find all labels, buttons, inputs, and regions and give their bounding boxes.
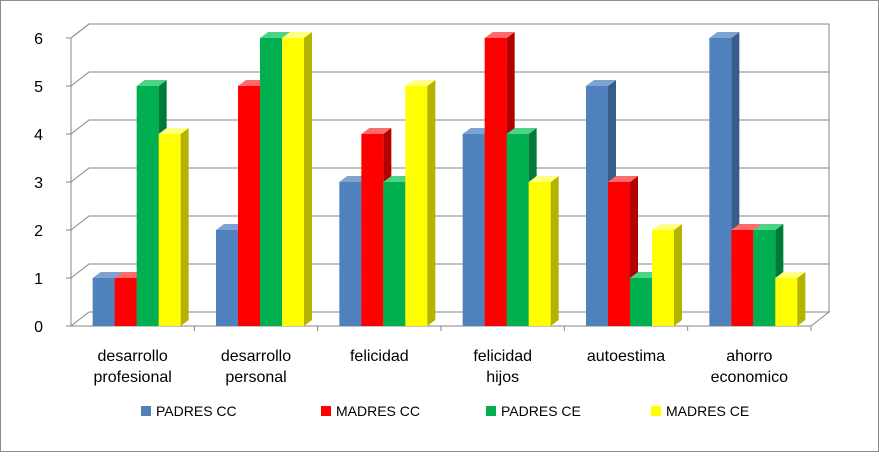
- gridline: [70, 119, 829, 135]
- bar-front: [528, 182, 551, 326]
- bar: [528, 176, 559, 326]
- bar-top: [136, 80, 167, 86]
- bar-side: [550, 176, 559, 326]
- x-tick-label: personal: [225, 369, 286, 386]
- bar-front: [731, 230, 754, 326]
- y-axis-ticks: 0 1 2 3 4 5 6: [34, 31, 43, 336]
- gridlines: [66, 23, 829, 331]
- bar-front: [462, 134, 485, 326]
- bar-top: [709, 32, 740, 38]
- y-tick-label: 2: [34, 223, 43, 240]
- y-tick-label: 4: [34, 127, 43, 144]
- x-tick-label: ahorro: [726, 348, 772, 365]
- y-tick-label: 3: [34, 175, 43, 192]
- bar-top: [158, 128, 189, 134]
- bar-top: [484, 32, 515, 38]
- x-tick-label: felicidad: [350, 348, 409, 365]
- y-tick-label: 5: [34, 79, 43, 96]
- bar: [652, 224, 682, 326]
- bar-front: [586, 86, 608, 326]
- legend: PADRES CC MADRES CC PADRES CE MADRES CE: [141, 403, 749, 419]
- x-tick-label: felicidad: [473, 348, 532, 365]
- bar-front: [405, 86, 428, 326]
- bar-front: [238, 86, 260, 326]
- bar: [405, 80, 436, 326]
- bar-front: [92, 278, 115, 326]
- legend-label: MADRES CE: [666, 403, 749, 419]
- x-tick-label: desarrollo: [221, 348, 291, 365]
- gridline: [70, 215, 829, 231]
- x-tick-label: autoestima: [587, 348, 665, 365]
- bar-front: [136, 86, 159, 326]
- legend-label: PADRES CC: [156, 403, 237, 419]
- bar-top: [753, 224, 784, 230]
- legend-swatch: [141, 406, 151, 416]
- gridline: [70, 167, 829, 183]
- bar: [158, 128, 189, 326]
- bar-front: [339, 182, 362, 326]
- bar-front: [361, 134, 384, 326]
- bar-side: [674, 224, 682, 326]
- y-tick-label: 1: [34, 271, 43, 288]
- bar-top: [260, 32, 290, 38]
- y-tick-label: 0: [34, 319, 43, 336]
- bar-top: [282, 32, 312, 38]
- bar-top: [361, 128, 392, 134]
- gridline: [70, 263, 829, 279]
- legend-swatch: [486, 406, 496, 416]
- bar-front: [506, 134, 529, 326]
- bar-front: [775, 278, 798, 326]
- bar-top: [775, 272, 806, 278]
- bar-front: [114, 278, 137, 326]
- bar-top: [405, 80, 436, 86]
- bar-side: [180, 128, 189, 326]
- bar-front: [260, 38, 282, 326]
- bar-top: [528, 176, 559, 182]
- bar-top: [652, 224, 682, 230]
- bar-top: [92, 272, 123, 278]
- x-tick-label: profesional: [94, 369, 172, 386]
- bar: [282, 32, 312, 326]
- legend-label: MADRES CC: [336, 403, 420, 419]
- x-tick-label: desarrollo: [98, 348, 168, 365]
- bars: [92, 32, 806, 326]
- y-tick-label: 6: [34, 31, 43, 48]
- bar: [775, 272, 806, 326]
- bar-top: [731, 224, 762, 230]
- x-tick-label: economico: [711, 369, 788, 386]
- bar-side: [427, 80, 436, 326]
- bar-top: [586, 80, 616, 86]
- legend-swatch: [651, 406, 661, 416]
- bar-front: [484, 38, 507, 326]
- bar-side: [304, 32, 312, 326]
- bar-top: [608, 176, 638, 182]
- x-axis-labels: desarrollo profesional desarrollo personal f…: [94, 348, 789, 386]
- legend-label: PADRES CE: [501, 403, 581, 419]
- x-tick-label: hijos: [486, 369, 519, 386]
- bar-front: [216, 230, 238, 326]
- gridline: [70, 23, 829, 39]
- gridline: [70, 71, 829, 87]
- bar-front: [709, 38, 732, 326]
- bar-front: [652, 230, 674, 326]
- legend-swatch: [321, 406, 331, 416]
- bar-top: [506, 128, 537, 134]
- bar-front: [630, 278, 652, 326]
- bar-front: [608, 182, 630, 326]
- bar-front: [753, 230, 776, 326]
- bar-side: [797, 272, 806, 326]
- bar-front: [383, 182, 406, 326]
- bar-front: [282, 38, 304, 326]
- bar-front: [158, 134, 181, 326]
